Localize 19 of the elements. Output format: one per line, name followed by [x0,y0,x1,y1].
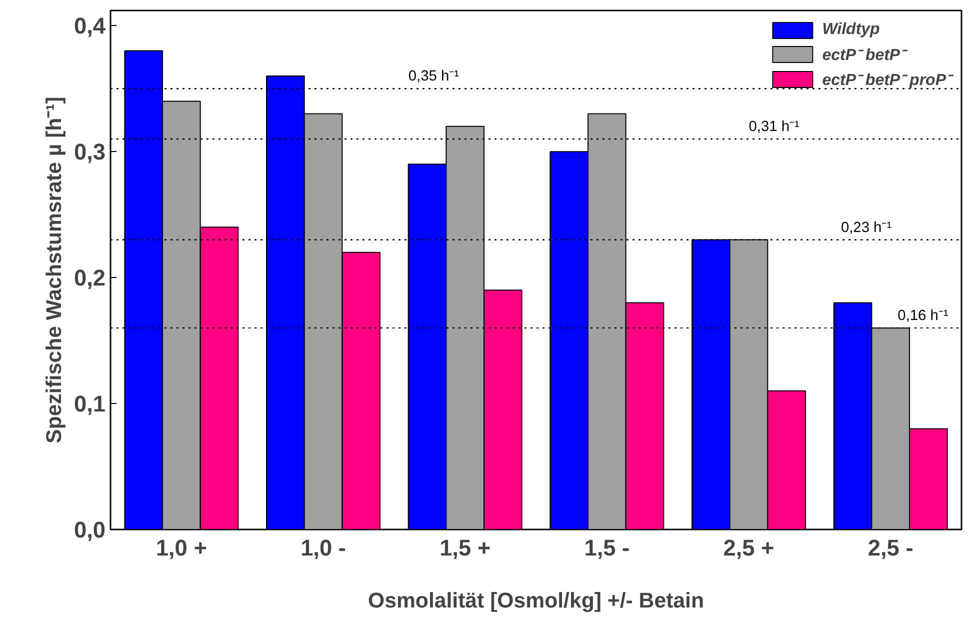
y-tick-label: 0,0 [74,516,106,542]
legend-label: ectP⁻ betP⁻ [822,46,906,65]
x-tick-label: 1,0 + [156,534,207,560]
y-tick-label: 0,1 [74,390,106,417]
y-axis-title: Spezifische Wachstumsrate µ [h⁻¹] [42,96,66,444]
legend-label: Wildtyp [822,21,880,39]
x-tick-label: 1,5 + [440,534,491,560]
y-tick-label: 0,3 [74,138,106,165]
x-axis-title: Osmolalität [Osmol/kg] +/- Betain [368,588,704,612]
ref-line-label: 0,35 h⁻¹ [408,68,460,85]
x-tick-label: 2,5 + [723,534,774,560]
ref-line-label: 0,31 h⁻¹ [748,118,800,135]
ref-line-label: 0,23 h⁻¹ [840,220,892,236]
ref-line-label: 0,16 h⁻¹ [898,308,948,324]
y-tick-label: 0,4 [74,12,106,39]
x-tick-label: 1,5 - [584,534,630,560]
x-tick-label: 2,5 - [868,534,914,560]
x-tick-label: 1,0 - [300,534,346,560]
y-tick-label: 0,2 [74,264,106,291]
